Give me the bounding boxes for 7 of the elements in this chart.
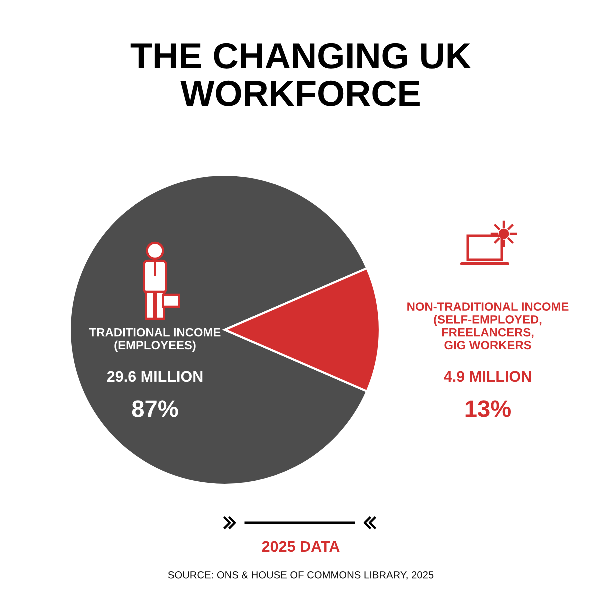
chart-title: THE CHANGING UK WORKFORCE <box>130 43 472 106</box>
text: 2025 DATA <box>262 541 340 552</box>
slice-label: TRADITIONAL INCOME (EMPLOYEES) <box>89 328 221 352</box>
source-note: SOURCE: ONS & HOUSE OF COMMONS LIBRARY, 2025 <box>168 572 434 580</box>
text: 4.9 MILLION 13% <box>444 371 532 418</box>
slice-label: NON-TRADITIONAL INCOME (SELF-EMPLOYED, FREELANCERS, GIG WORKERS <box>408 302 569 350</box>
text: 29.6 MILLION 87% <box>107 371 203 418</box>
